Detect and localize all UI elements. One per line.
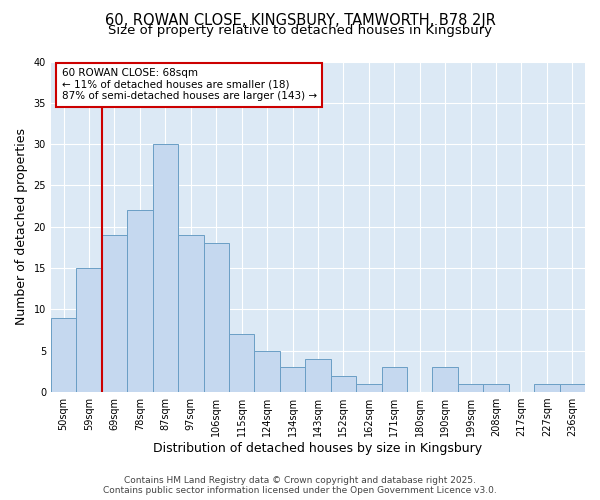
Bar	[254, 351, 280, 392]
Text: Contains HM Land Registry data © Crown copyright and database right 2025.
Contai: Contains HM Land Registry data © Crown c…	[103, 476, 497, 495]
Bar	[305, 359, 331, 392]
Bar	[102, 235, 127, 392]
Bar	[280, 368, 305, 392]
Bar	[534, 384, 560, 392]
Bar	[76, 268, 102, 392]
Bar	[458, 384, 483, 392]
Text: 60 ROWAN CLOSE: 68sqm
← 11% of detached houses are smaller (18)
87% of semi-deta: 60 ROWAN CLOSE: 68sqm ← 11% of detached …	[62, 68, 317, 102]
X-axis label: Distribution of detached houses by size in Kingsbury: Distribution of detached houses by size …	[154, 442, 482, 455]
Bar	[356, 384, 382, 392]
Bar	[178, 235, 203, 392]
Bar	[382, 368, 407, 392]
Bar	[229, 334, 254, 392]
Bar	[483, 384, 509, 392]
Bar	[152, 144, 178, 392]
Bar	[127, 210, 152, 392]
Bar	[331, 376, 356, 392]
Bar	[433, 368, 458, 392]
Y-axis label: Number of detached properties: Number of detached properties	[15, 128, 28, 326]
Bar	[203, 244, 229, 392]
Bar	[51, 318, 76, 392]
Text: Size of property relative to detached houses in Kingsbury: Size of property relative to detached ho…	[108, 24, 492, 37]
Bar	[560, 384, 585, 392]
Text: 60, ROWAN CLOSE, KINGSBURY, TAMWORTH, B78 2JR: 60, ROWAN CLOSE, KINGSBURY, TAMWORTH, B7…	[104, 12, 496, 28]
